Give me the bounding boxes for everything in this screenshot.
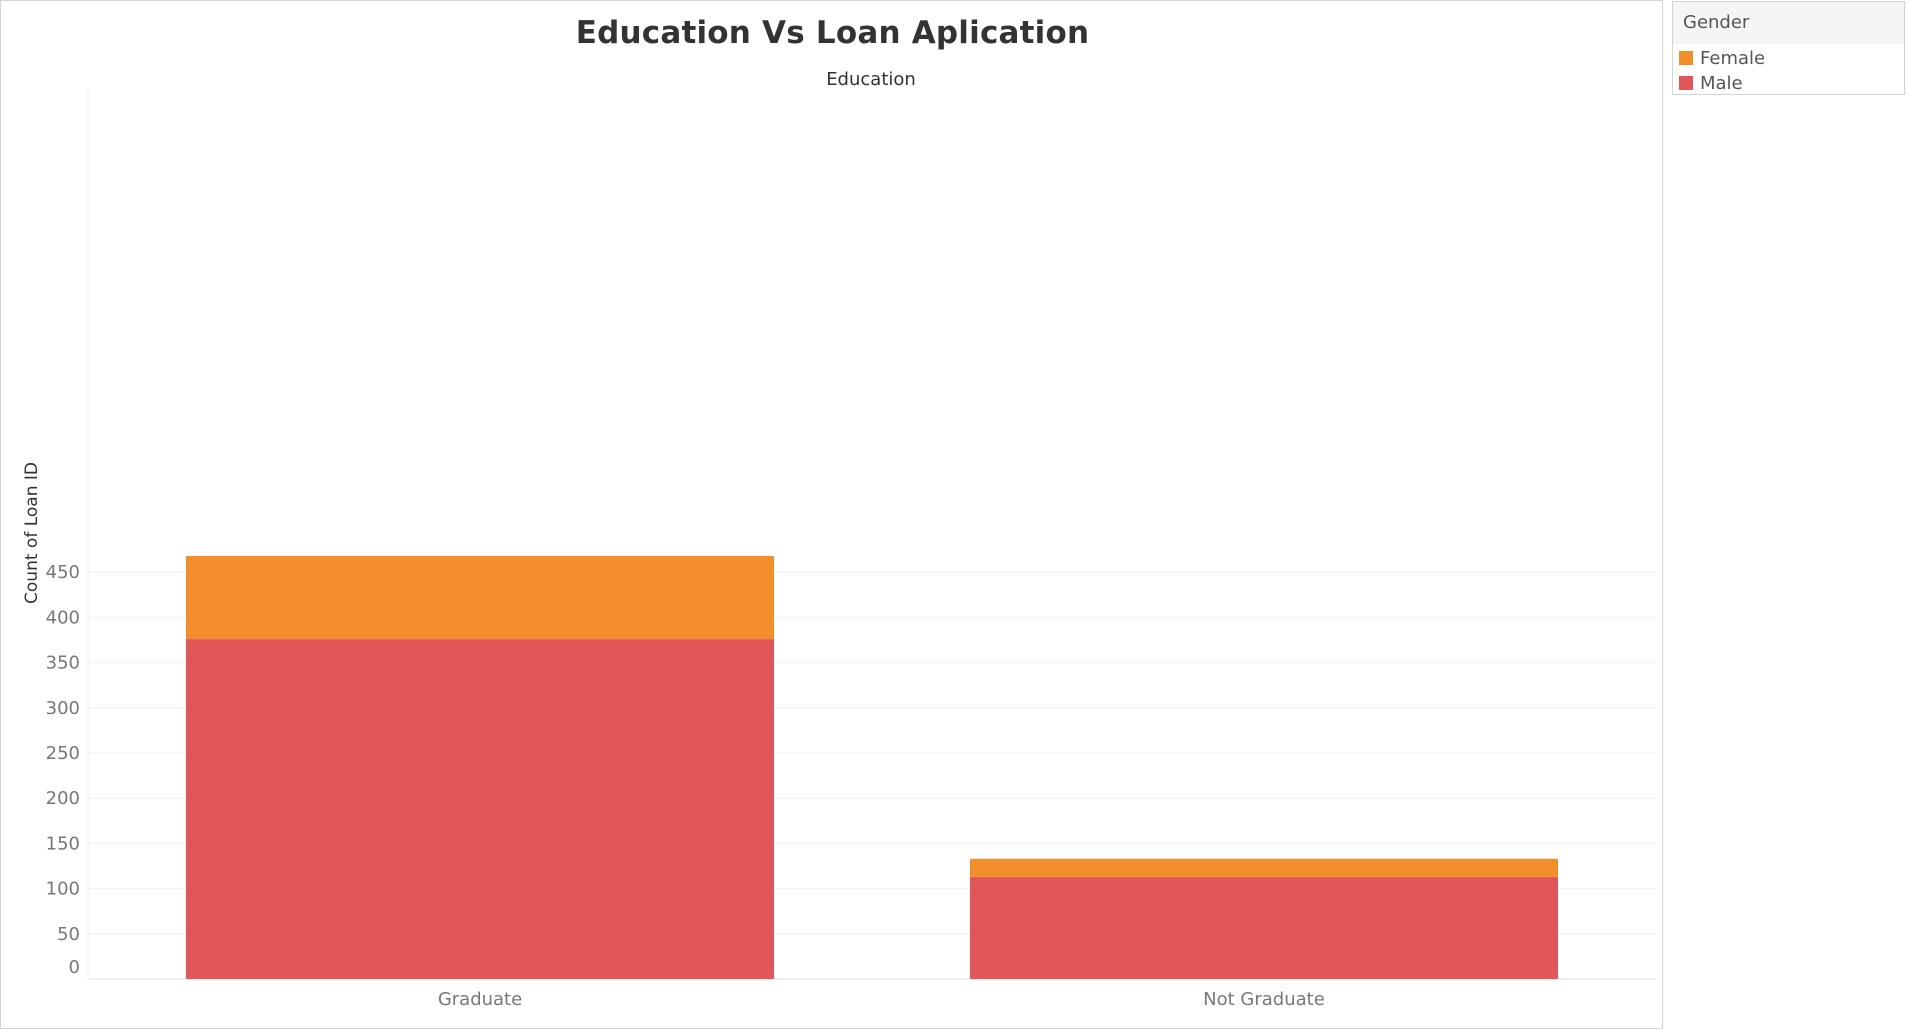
legend-label-female: Female (1700, 47, 1766, 69)
y-tick-label: 50 (57, 924, 80, 945)
x-axis-ticks: Graduate Not Graduate (438, 989, 1325, 1010)
y-axis-label: Count of Loan ID (22, 462, 42, 604)
legend-item-male[interactable]: Male (1679, 72, 1743, 94)
y-tick-label: 100 (46, 879, 80, 900)
y-tick-label: 300 (46, 698, 80, 719)
y-tick-label: 150 (46, 833, 80, 854)
y-axis-ticks: 0 50 100 150 200 250 300 350 400 450 (46, 562, 80, 978)
y-tick-label: 400 (46, 607, 80, 628)
y-tick-label: 450 (46, 562, 80, 583)
x-tick-label: Not Graduate (1203, 989, 1325, 1010)
legend-item-female[interactable]: Female (1679, 47, 1765, 69)
y-tick-label: 250 (46, 743, 80, 764)
x-header-label: Education (826, 69, 916, 90)
bar-not-graduate-male[interactable] (970, 876, 1558, 979)
chart-plot: Education Count of Loan ID 0 50 100 150 200 2… (22, 69, 1656, 1010)
bar-graduate-female[interactable] (186, 555, 774, 640)
chart-title: Education Vs Loan Aplication (575, 15, 1090, 51)
legend-swatch-male (1679, 76, 1693, 90)
legend-title: Gender (1673, 2, 1904, 44)
y-tick-label: 350 (46, 653, 80, 674)
y-tick-label: 0 (69, 957, 80, 978)
bars (186, 555, 1558, 979)
bar-not-graduate-female[interactable] (970, 858, 1558, 877)
x-tick-label: Graduate (438, 989, 522, 1010)
legend: Gender Female Male (1672, 1, 1905, 95)
legend-label-male: Male (1700, 72, 1743, 94)
y-tick-label: 200 (46, 788, 80, 809)
chart-frame: Education Vs Loan Aplication Education C… (0, 0, 1663, 1029)
legend-swatch-female (1679, 51, 1693, 65)
bar-graduate-male[interactable] (186, 639, 774, 979)
